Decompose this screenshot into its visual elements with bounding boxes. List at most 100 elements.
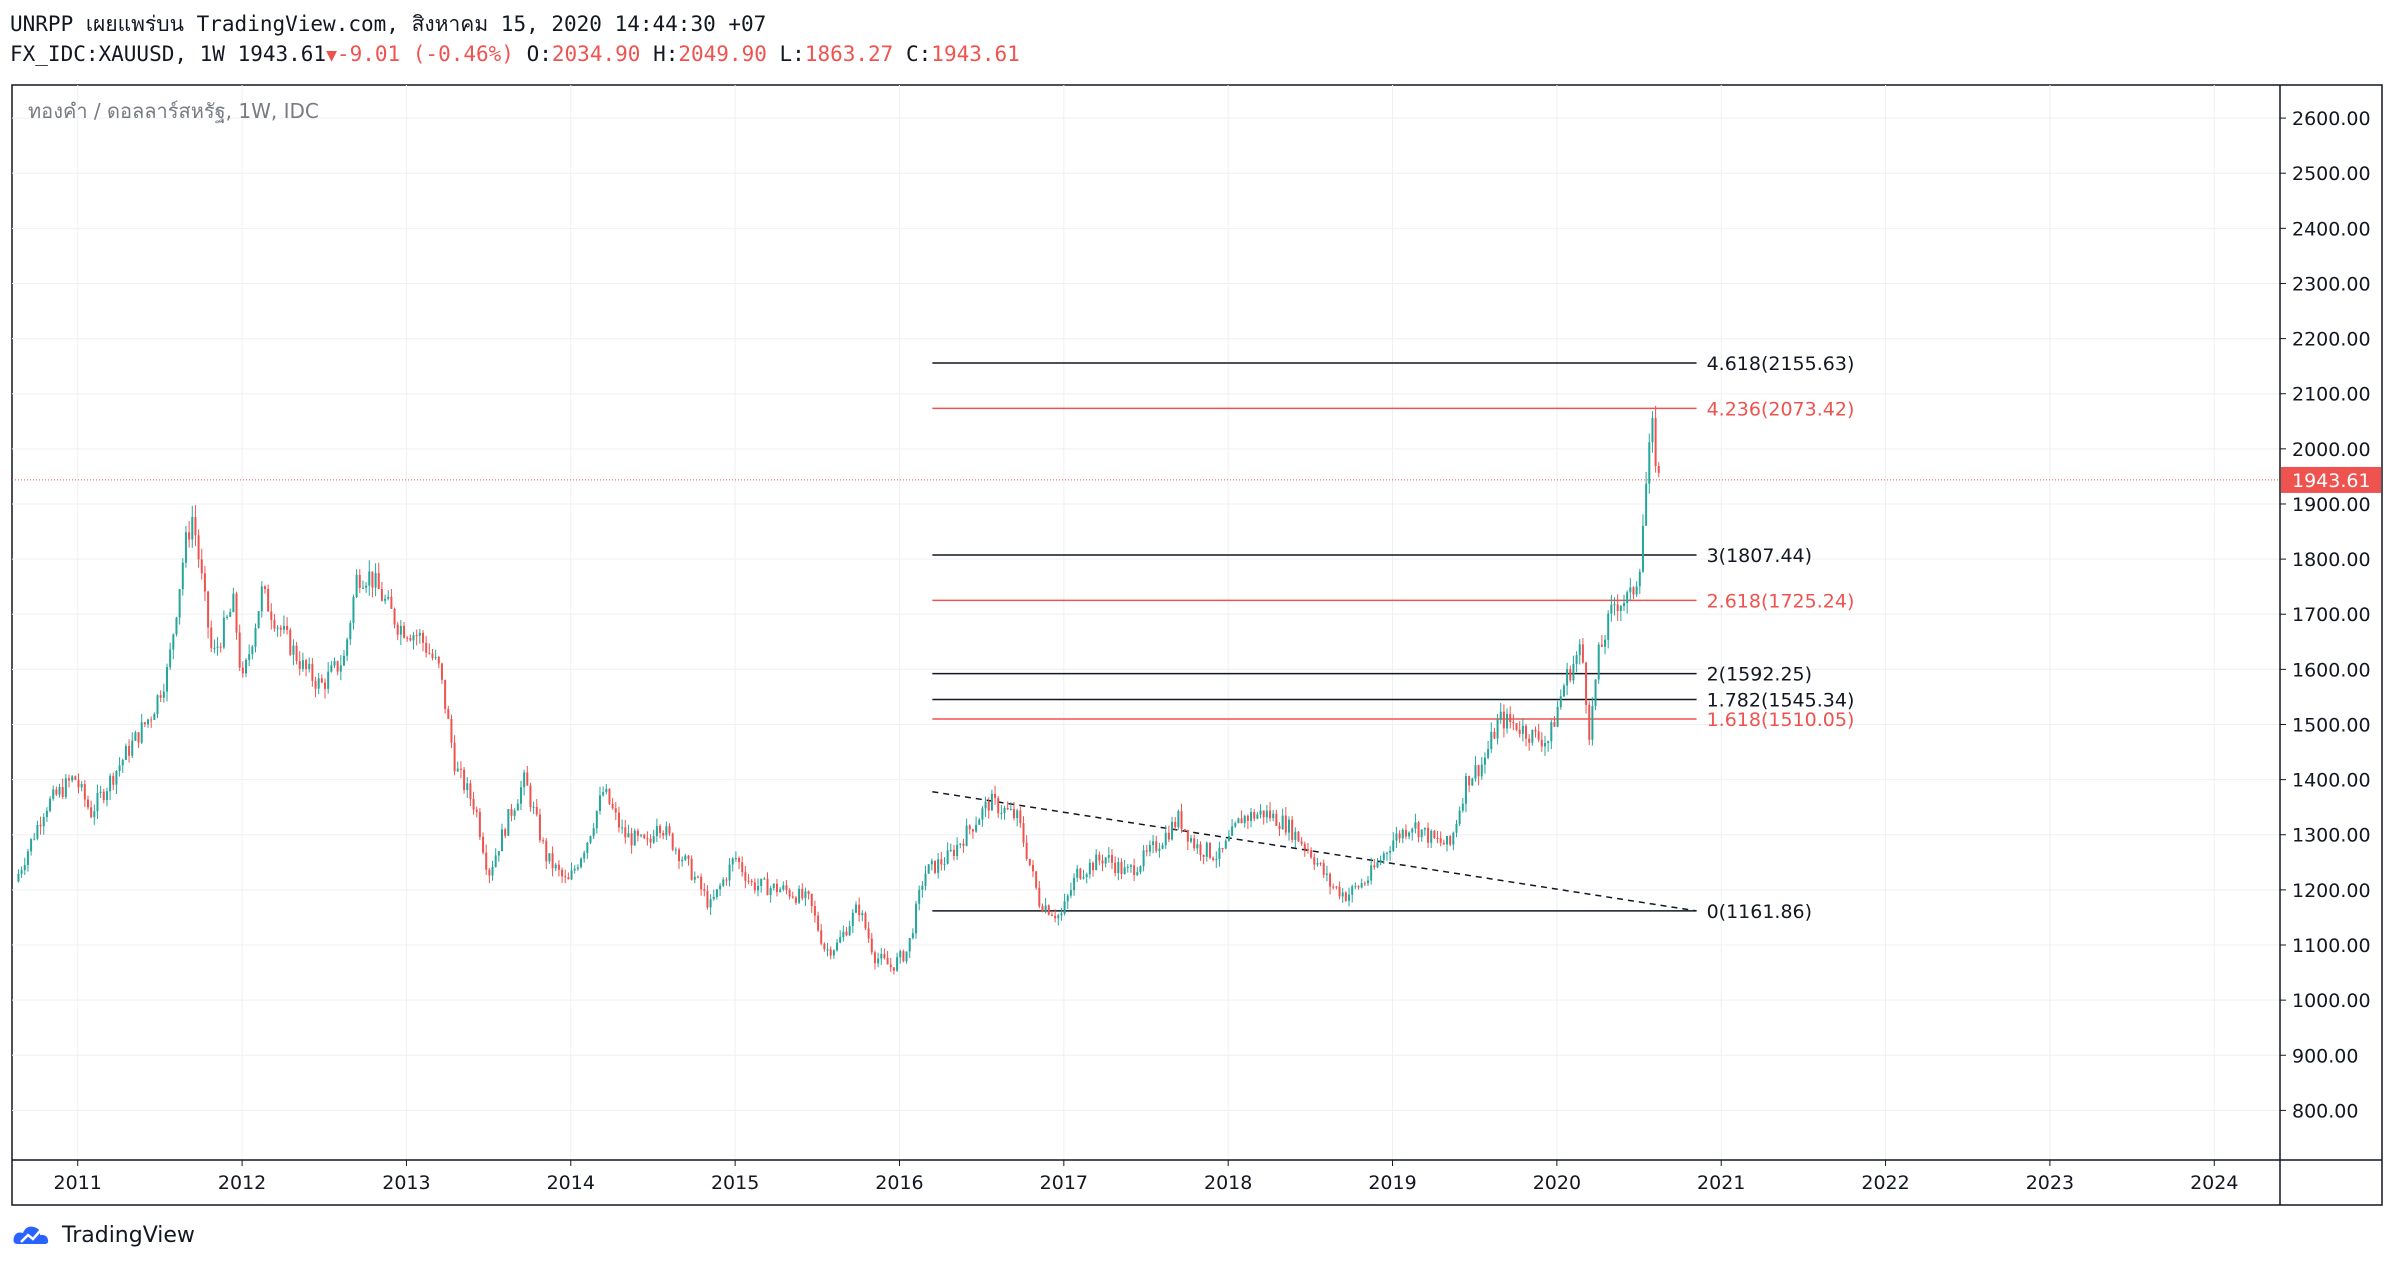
fib-extension[interactable]: 4.618(2155.63) 4.236(2073.42) 3(1807.44) 2.…: [932, 353, 1854, 923]
candle: [930, 858, 933, 871]
candle-body: [684, 855, 687, 860]
candle: [510, 804, 513, 822]
candle: [1556, 700, 1559, 728]
candle: [785, 879, 788, 895]
candle: [137, 732, 140, 748]
candle: [1480, 757, 1483, 780]
candle: [1047, 904, 1050, 916]
last-price-line: 1943.61: [12, 466, 2381, 493]
candle: [937, 853, 940, 879]
candle: [674, 847, 677, 855]
candle: [1215, 851, 1218, 868]
candle-body: [1512, 721, 1515, 724]
candle-body: [472, 798, 475, 810]
candle: [1534, 726, 1537, 738]
candle-body: [169, 649, 172, 668]
time-tick-label: 2014: [547, 1172, 595, 1194]
candle: [1370, 857, 1373, 885]
candle-body: [368, 571, 371, 586]
candle-body: [197, 535, 200, 560]
candle-body: [1186, 829, 1189, 842]
descending-trendline[interactable]: [932, 791, 1697, 912]
candle: [20, 866, 23, 878]
candle-body: [687, 855, 690, 859]
candle: [1525, 724, 1528, 747]
candle: [200, 548, 203, 580]
candle: [1436, 830, 1439, 844]
candle-body: [1449, 836, 1452, 845]
candle: [1136, 866, 1139, 876]
candle: [712, 889, 715, 901]
candle-body: [1610, 604, 1613, 614]
candle-body: [832, 950, 835, 956]
candle-body: [918, 889, 921, 904]
candle-body: [731, 858, 734, 865]
candle: [1152, 835, 1155, 854]
candle-body: [317, 678, 320, 689]
candle: [1006, 801, 1009, 811]
candle: [823, 942, 826, 952]
candle-body: [652, 836, 655, 843]
candle-body: [52, 789, 55, 799]
tradingview-logo[interactable]: TradingView: [12, 1222, 195, 1248]
price-axis[interactable]: 800.00 900.00 1000.00 1100.00 1200.00 1300.00…: [2280, 108, 2371, 1122]
candle-body: [1341, 892, 1344, 897]
candle-body: [1253, 812, 1256, 819]
candle: [1035, 870, 1038, 890]
fib-level-label: 2(1592.25): [1707, 664, 1812, 686]
candle-body: [1076, 868, 1079, 878]
candle-body: [1632, 587, 1635, 595]
candle-body: [1202, 854, 1205, 857]
candle-body: [1515, 723, 1518, 730]
candle-body: [671, 833, 674, 850]
candle: [494, 848, 497, 868]
candle-body: [507, 809, 510, 836]
candle: [1635, 581, 1638, 598]
candle: [1417, 821, 1420, 843]
candle-body: [469, 783, 472, 799]
candle-body: [1171, 821, 1174, 840]
candle: [1585, 661, 1588, 714]
candle-body: [1427, 827, 1430, 843]
candle: [504, 827, 507, 839]
candle: [403, 621, 406, 639]
trendline[interactable]: [932, 791, 1697, 912]
candle-body: [769, 888, 772, 896]
candle-body: [55, 789, 58, 795]
candle-body: [1414, 822, 1417, 829]
candle-body: [785, 885, 788, 891]
candle: [216, 636, 219, 656]
candle: [934, 860, 937, 875]
candle: [143, 721, 146, 728]
candle-body: [1379, 859, 1382, 863]
candle-body: [1506, 713, 1509, 729]
time-axis[interactable]: 2011 2012 2013 2014 2015 2016 2017 2018 2019 2020…: [54, 1160, 2239, 1194]
candle-body: [1275, 813, 1278, 826]
candle: [1657, 462, 1660, 478]
candle-body: [1092, 862, 1095, 871]
candle: [580, 857, 583, 869]
candle: [1572, 655, 1575, 685]
candle-body: [219, 646, 222, 648]
candle-body: [1123, 867, 1126, 874]
candle: [118, 757, 121, 777]
candle-body: [1468, 776, 1471, 786]
candle-body: [741, 862, 744, 873]
candle-body: [1401, 829, 1404, 839]
candle-body: [292, 645, 295, 655]
candle: [760, 878, 763, 893]
candle-body: [962, 843, 965, 846]
candle: [1120, 858, 1123, 880]
candle: [817, 911, 820, 933]
candle-body: [1136, 872, 1139, 876]
candle-body: [1316, 863, 1319, 865]
candle-body: [1366, 880, 1369, 884]
candle: [330, 660, 333, 673]
candle-body: [791, 896, 794, 898]
tradingview-cloud-icon: [13, 1226, 49, 1244]
candle-body: [1205, 842, 1208, 857]
candle: [1205, 841, 1208, 862]
candle-body: [1250, 812, 1253, 821]
candle-body: [1594, 679, 1597, 707]
